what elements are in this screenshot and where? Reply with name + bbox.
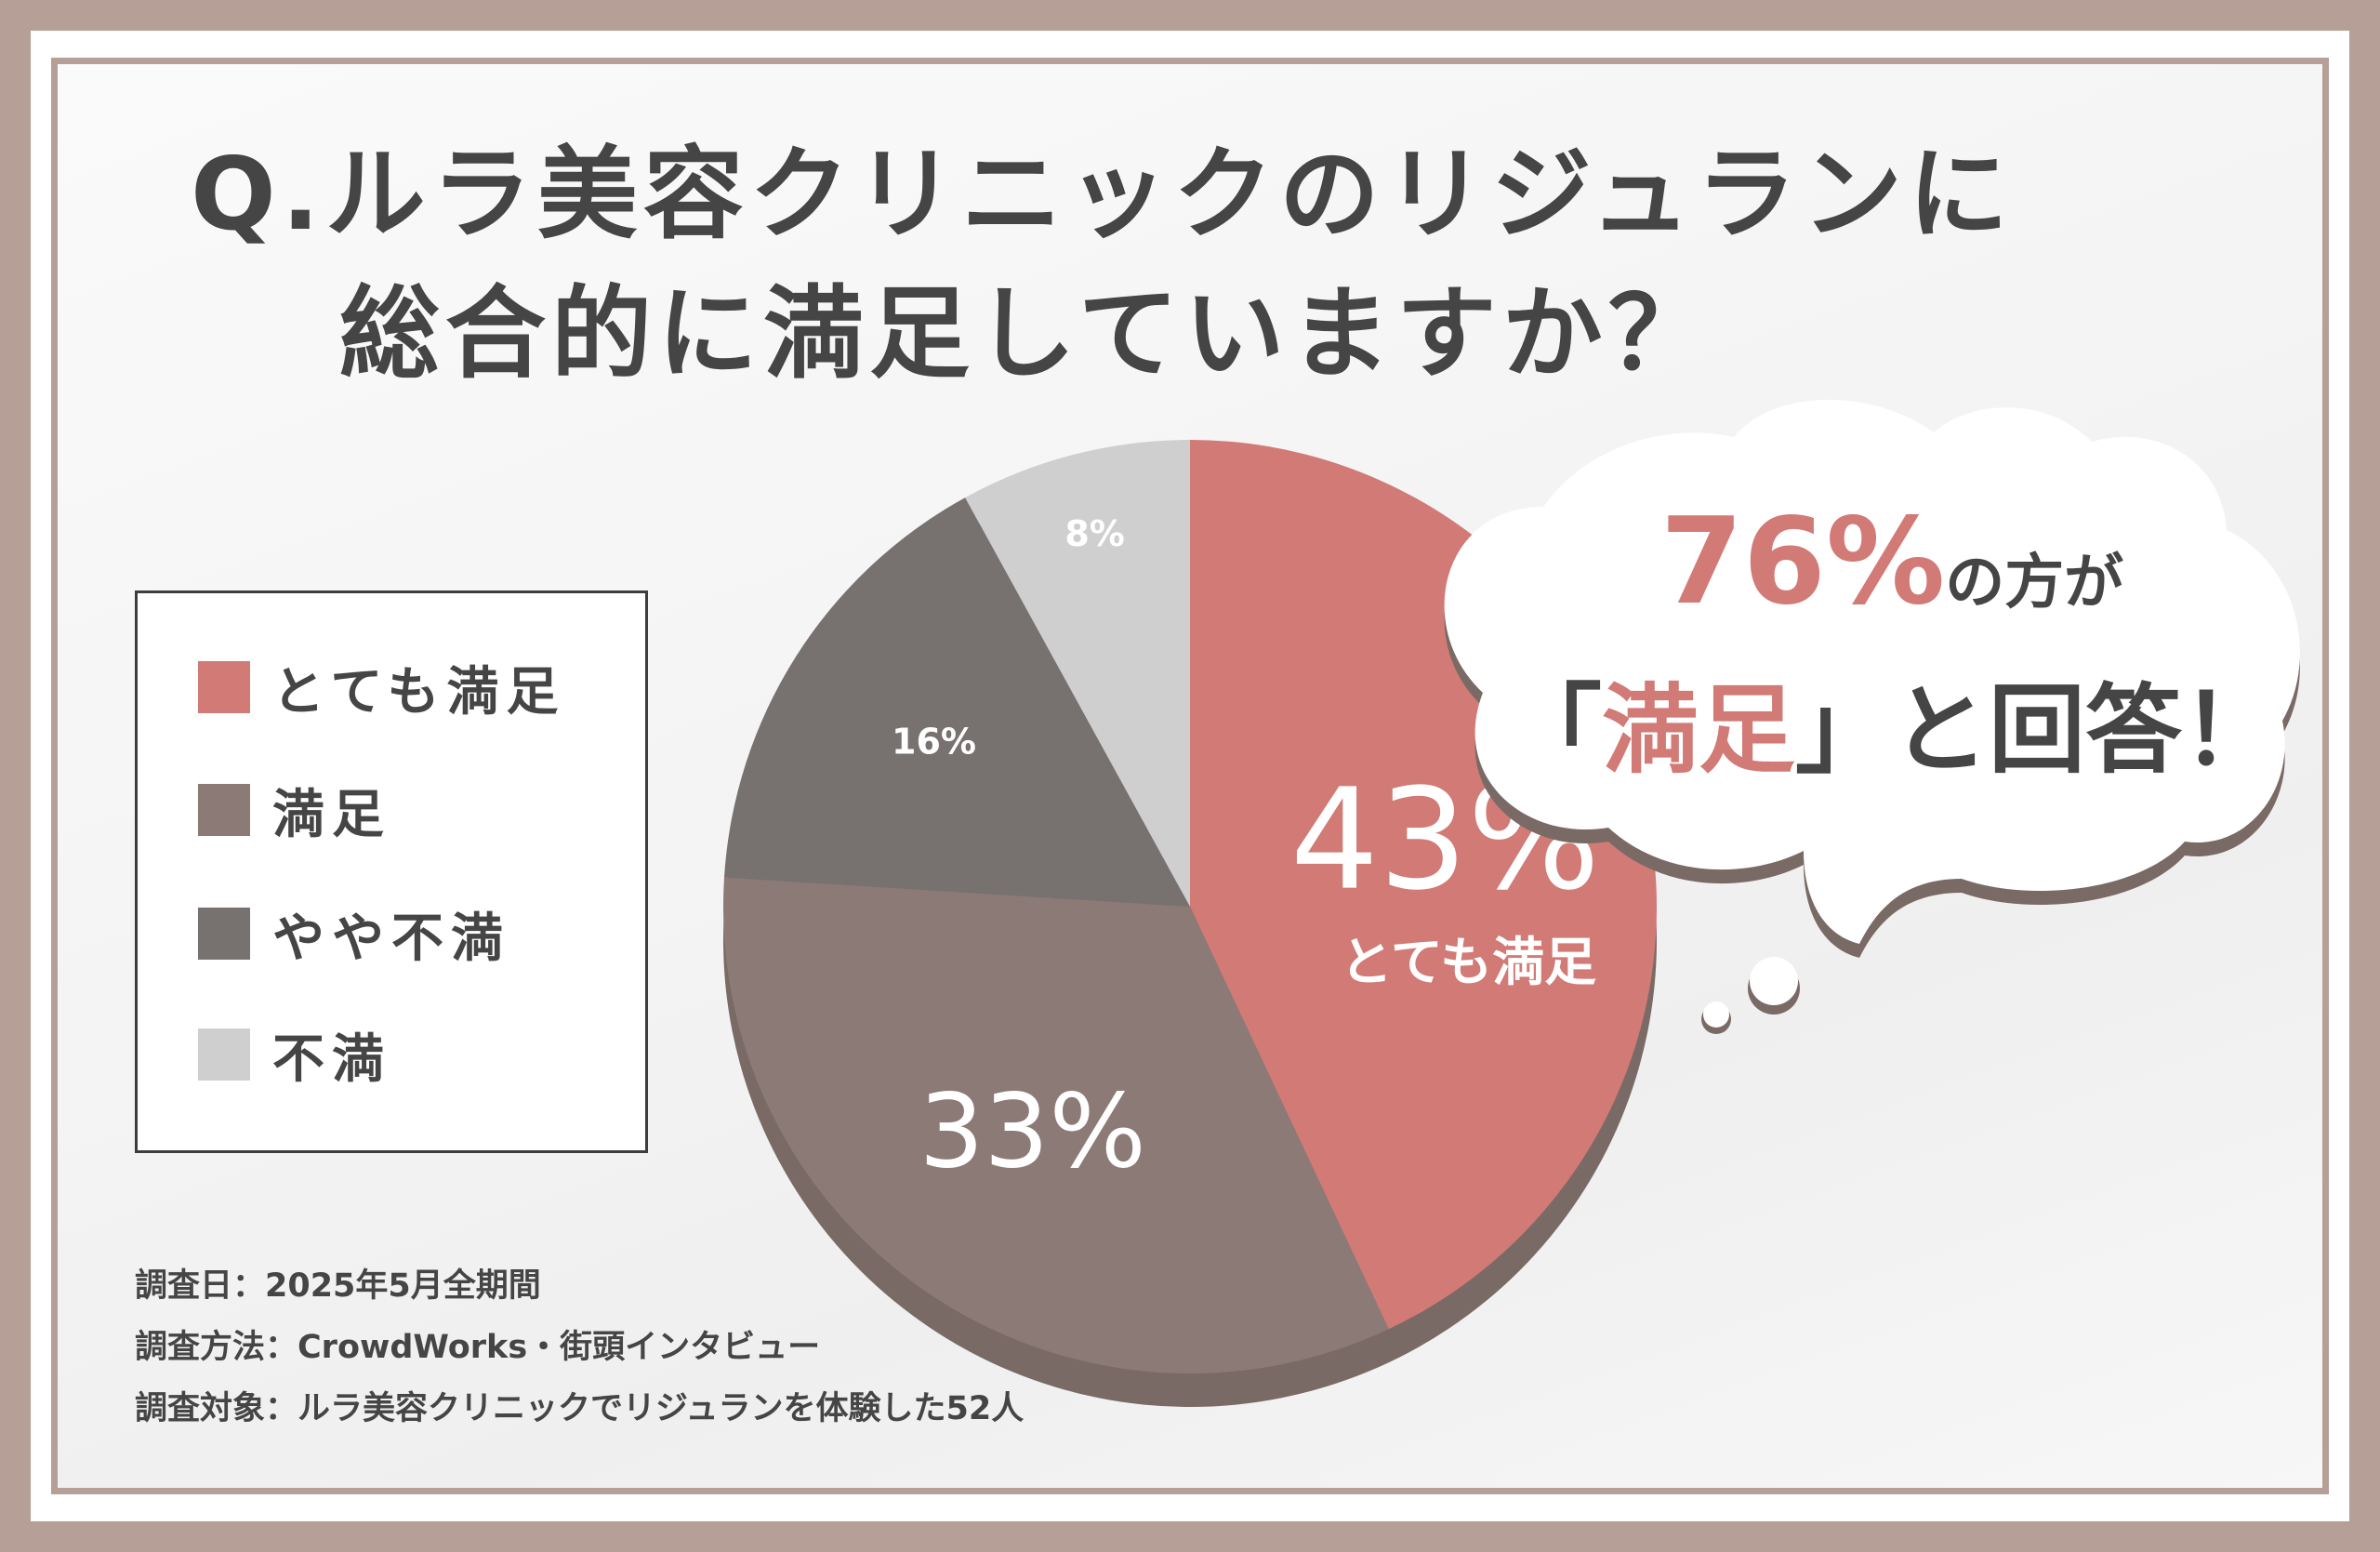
legend-label: 満足	[272, 784, 391, 845]
callout-quote-word: 満足	[1601, 673, 1795, 787]
pie-slice-somewhat-dissatisfied	[723, 497, 1190, 907]
legend-item-dissatisfied: 不満	[198, 1024, 391, 1090]
legend: とても満足 満足 やや不満 不満	[135, 590, 648, 1153]
data-label-dissatisfied: 8%	[1064, 513, 1125, 554]
thought-dot-small	[1703, 1002, 1729, 1028]
survey-method: 調査方法：CrowdWorks・街頭インタビュー	[135, 1329, 821, 1366]
legend-item-satisfied: 満足	[198, 779, 391, 845]
question-title-line2: 総合的に満足していますか？	[339, 276, 1714, 392]
callout-quote-open: 「	[1504, 673, 1602, 787]
callout-quote-close: 」	[1795, 673, 1893, 787]
callout-line2: 「満足」と回答！	[1497, 670, 2287, 790]
survey-date: 調査日：2025年5月全期間	[135, 1267, 541, 1305]
survey-target: 調査対象：ルラ美容クリニックでリジュランを体験した52人	[135, 1390, 1025, 1427]
legend-swatch	[198, 784, 250, 836]
callout-percent: 76%	[1659, 493, 1946, 631]
callout-tail: と回答！	[1892, 673, 2280, 787]
question-title: Q.ルラ美容クリニックのリジュランに 総合的に満足していますか？	[191, 126, 2236, 405]
pie-slice-satisfied	[723, 877, 1389, 1373]
data-label-satisfied: 33%	[919, 1071, 1146, 1190]
legend-label: やや不満	[272, 908, 510, 969]
question-title-line1: Q.ルラ美容クリニックのリジュランに	[191, 137, 2015, 253]
legend-label: とても満足	[272, 661, 566, 723]
legend-swatch	[198, 661, 250, 713]
legend-swatch	[198, 908, 250, 960]
thought-bubble-body	[1444, 399, 2300, 945]
legend-item-very-satisfied: とても満足	[198, 657, 566, 723]
thought-dot-large	[1750, 957, 1798, 1005]
legend-item-somewhat-dissatisfied: やや不満	[198, 903, 510, 969]
pie-slice-dissatisfied	[965, 440, 1190, 907]
data-label-somewhat-dissatisfied: 16%	[892, 722, 976, 763]
legend-swatch	[198, 1028, 250, 1081]
thought-bubble	[1444, 399, 2300, 1034]
callout-suffix: の方が	[1945, 549, 2124, 617]
callout-line1: 76%の方が	[1613, 493, 2171, 653]
slice-sublabel-very-satisfied: とても満足	[1341, 933, 1597, 993]
legend-label: 不満	[272, 1028, 391, 1090]
survey-notes: 調査日：2025年5月全期間 調査方法：CrowdWorks・街頭インタビュー …	[135, 1255, 1024, 1439]
